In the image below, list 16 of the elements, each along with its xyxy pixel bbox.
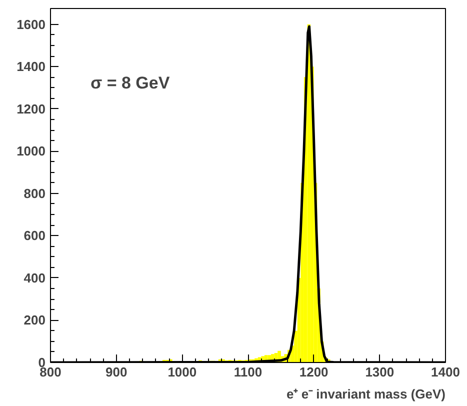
x-tick-label: 900 [105, 364, 128, 380]
x-tick-label: 1000 [168, 364, 197, 380]
x-tick-label: 1100 [234, 364, 262, 380]
x-tick-label: 1300 [365, 364, 394, 380]
y-tick-label: 200 [24, 312, 46, 328]
y-tick-label: 800 [24, 186, 46, 201]
y-tick-label: 400 [24, 270, 46, 286]
y-tick-label: 1000 [16, 144, 46, 159]
y-tick-label: 1600 [16, 16, 46, 32]
annotation: σ = 8 GeV [90, 74, 170, 92]
x-tick-label: 1200 [299, 364, 328, 380]
x-axis-title: e⁺ e⁻ invariant mass (GeV) [286, 386, 446, 402]
x-tick-label: 1400 [431, 364, 460, 380]
y-tick-label: 1200 [16, 101, 46, 116]
y-tick-label: 1400 [16, 59, 46, 74]
y-tick-label: 600 [24, 228, 46, 244]
